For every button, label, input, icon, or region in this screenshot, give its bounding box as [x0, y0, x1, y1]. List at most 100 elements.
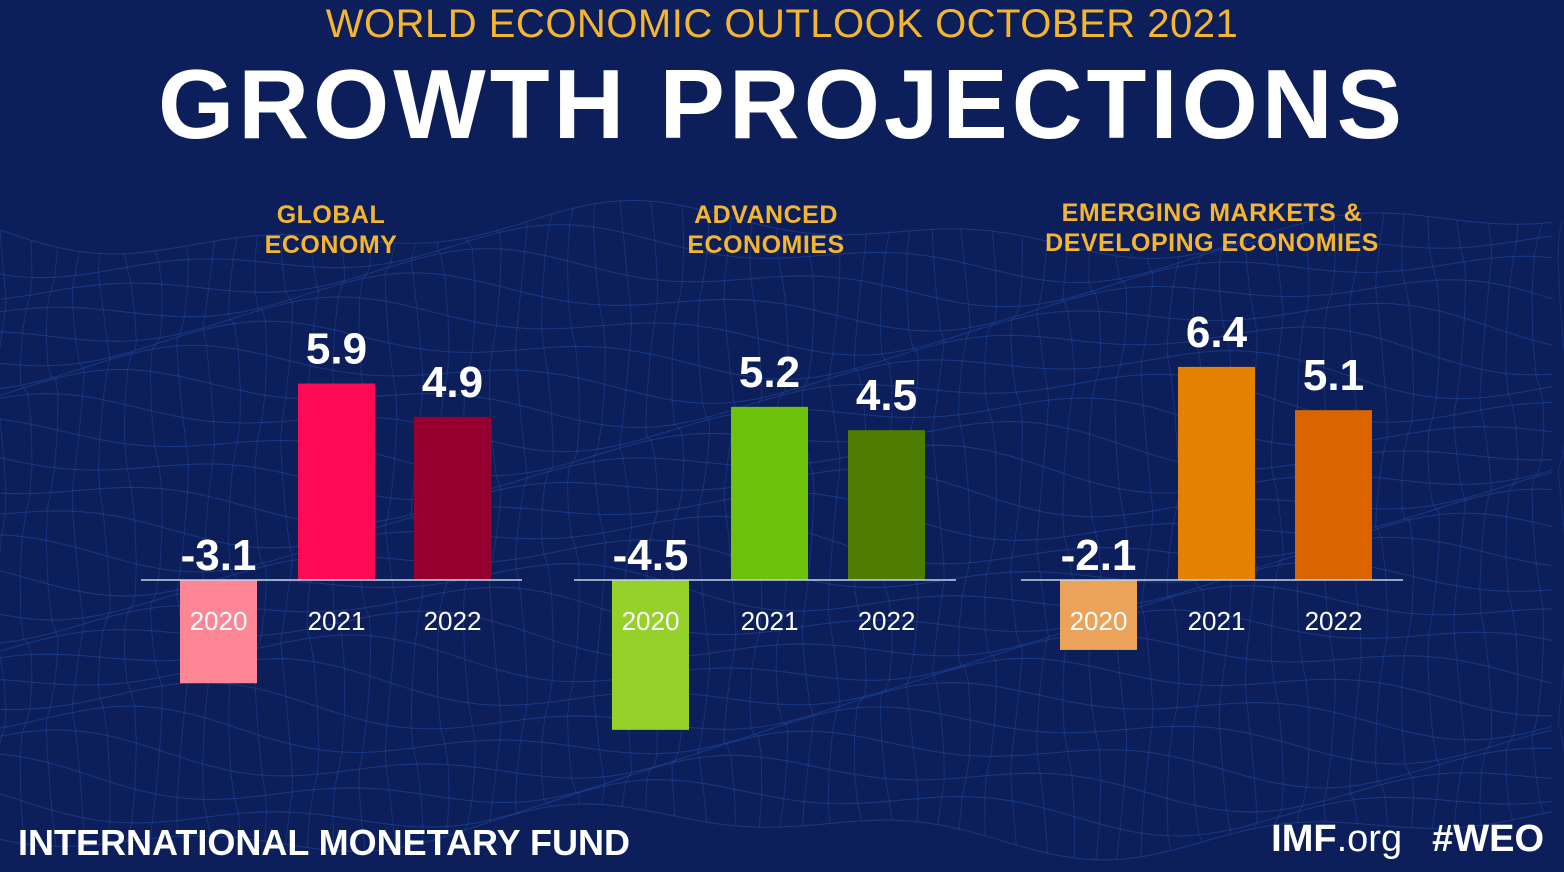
mesh-line — [801, 232, 815, 826]
mesh-line — [0, 633, 1553, 684]
bar — [298, 383, 375, 580]
mesh-line — [566, 208, 580, 804]
mesh-line — [0, 344, 1553, 404]
mesh-line — [0, 320, 1553, 380]
mesh-line — [1271, 232, 1284, 826]
bar — [1295, 410, 1372, 580]
bar — [1178, 366, 1255, 580]
panel-title-line: EMERGING MARKETS & — [1061, 199, 1363, 227]
site-link[interactable]: IMF.org — [1271, 818, 1402, 860]
panel-title-global: GLOBAL ECONOMY — [131, 200, 531, 260]
mesh-line — [1531, 223, 1545, 814]
mesh-line — [1088, 250, 1102, 860]
category-label: 2022 — [858, 606, 916, 636]
mesh-line — [0, 585, 1553, 644]
category-label: 2020 — [1070, 606, 1128, 636]
mesh-line — [619, 200, 633, 807]
mesh-line — [1401, 213, 1415, 828]
report-supertitle: WORLD ECONOMIC OUTLOOK OCTOBER 2021 — [325, 2, 1239, 46]
mesh-line — [202, 240, 216, 837]
panel-title-line: GLOBAL — [276, 201, 386, 229]
hashtag[interactable]: #WEO — [1432, 818, 1544, 860]
mesh-line — [0, 369, 1553, 429]
panel-title-emerging: EMERGING MARKETS & DEVELOPING ECONOMIES — [992, 198, 1432, 258]
mesh-line — [0, 705, 1553, 765]
mesh-line — [1010, 235, 1023, 846]
mesh-line — [1557, 221, 1564, 753]
panel-title-line: ADVANCED — [694, 201, 838, 229]
chart-panel: -2.1 2020 6.4 2021 5.1 2022 — [1021, 308, 1403, 650]
value-label: -4.5 — [613, 531, 689, 580]
mesh-line — [0, 657, 1553, 717]
mesh-line — [1375, 212, 1388, 827]
mesh-line — [0, 803, 1553, 861]
mesh-line — [71, 251, 85, 846]
mesh-line — [593, 203, 606, 805]
category-label: 2021 — [1188, 606, 1246, 636]
mesh-line — [0, 223, 1553, 284]
mesh-line — [0, 560, 1553, 621]
mesh-line — [176, 245, 189, 837]
mesh-line — [0, 779, 1553, 837]
mesh-line — [984, 231, 998, 836]
category-label: 2020 — [190, 606, 248, 636]
value-label: 4.5 — [856, 371, 917, 420]
category-label: 2022 — [1305, 606, 1363, 636]
category-label: 2020 — [622, 606, 680, 636]
panel-title-advanced: ADVANCED ECONOMIES — [566, 200, 966, 260]
category-label: 2021 — [308, 606, 366, 636]
value-label: 5.2 — [739, 348, 800, 397]
mesh-line — [514, 221, 528, 814]
mesh-line — [19, 240, 33, 844]
site-link-domain: .org — [1336, 818, 1403, 860]
value-label: 4.9 — [422, 358, 483, 407]
chart-panel: -3.1 2020 5.9 2021 4.9 2022 — [141, 325, 522, 684]
mesh-line — [149, 250, 163, 839]
mesh-line — [384, 242, 398, 849]
mesh-line — [228, 237, 242, 839]
bar — [848, 430, 925, 580]
mesh-line — [489, 230, 502, 822]
mesh-line — [1453, 219, 1467, 828]
mesh-line — [0, 296, 1553, 356]
footer-links: IMF.org #WEO — [1271, 818, 1544, 861]
bar — [731, 406, 808, 580]
value-label: 5.9 — [306, 325, 367, 374]
mesh-line — [1166, 256, 1180, 851]
mesh-line — [0, 729, 1553, 789]
mesh-line — [827, 234, 841, 824]
mesh-line — [931, 229, 945, 825]
mesh-line — [0, 229, 7, 747]
imf-wordmark: INTERNATIONAL MONETARY FUND — [18, 822, 630, 863]
value-label: -2.1 — [1061, 531, 1137, 580]
panel-title-line: ECONOMY — [264, 231, 398, 259]
value-label: -3.1 — [181, 531, 257, 580]
page-title: GROWTH PROJECTIONS — [157, 49, 1407, 159]
mesh-line — [0, 248, 1553, 308]
mesh-line — [1036, 241, 1050, 854]
mesh-line — [541, 213, 554, 807]
bar — [414, 416, 491, 580]
mesh-line — [0, 199, 1553, 260]
mesh-line — [1427, 216, 1440, 829]
mesh-line — [0, 272, 1553, 332]
mesh-line — [280, 234, 294, 845]
mesh-line — [254, 235, 268, 842]
site-link-bold: IMF — [1271, 818, 1337, 860]
panel-title-line: DEVELOPING ECONOMIES — [1045, 229, 1379, 257]
mesh-line — [1479, 223, 1493, 826]
mesh-line — [45, 247, 59, 847]
mesh-line — [723, 217, 737, 826]
mesh-line — [697, 211, 711, 823]
value-label: 6.4 — [1186, 308, 1248, 357]
mesh-line — [0, 681, 1553, 741]
mesh-line — [0, 753, 1553, 813]
mesh-line — [645, 201, 658, 811]
bar — [1060, 580, 1137, 650]
category-label: 2021 — [741, 606, 799, 636]
bar — [180, 580, 257, 684]
bar — [612, 580, 689, 730]
panel-title-line: ECONOMIES — [687, 231, 845, 259]
mesh-line — [1140, 258, 1154, 857]
